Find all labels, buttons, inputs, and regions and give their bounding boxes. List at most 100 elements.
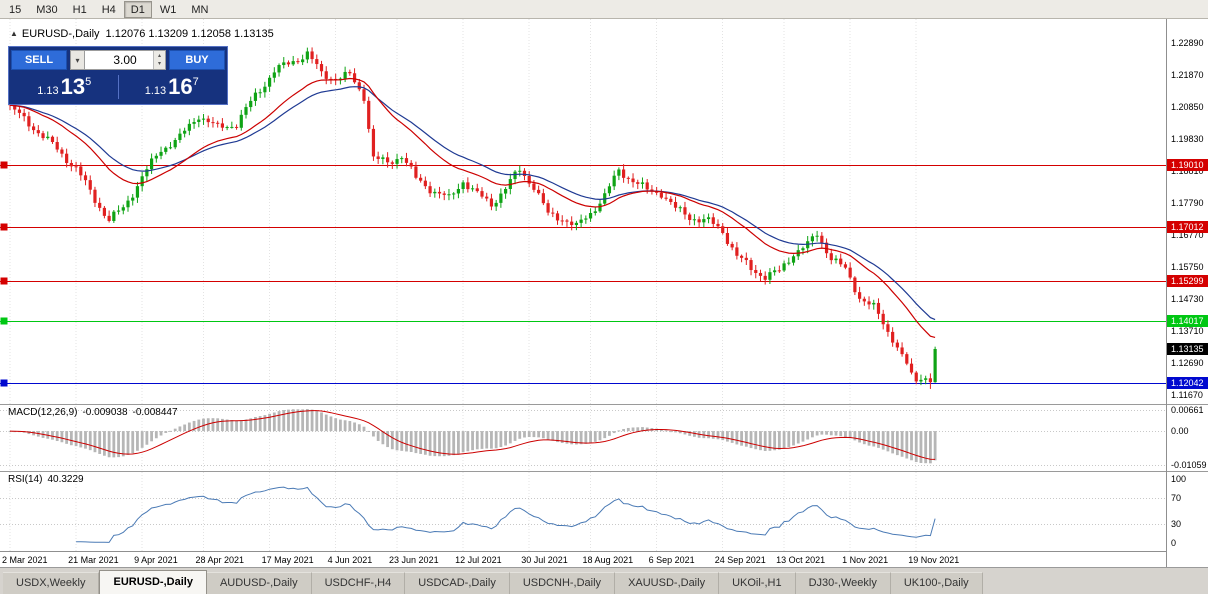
timeframe-button-15[interactable]: 15 (2, 1, 28, 18)
date-label: 12 Jul 2021 (455, 555, 502, 565)
macd-main-value: -0.009038 (82, 407, 128, 418)
price-divider (117, 74, 119, 99)
chart-symbol: EURUSD-,Daily (21, 28, 100, 40)
chart-background (0, 19, 1208, 567)
timeframe-button-W1[interactable]: W1 (153, 1, 184, 18)
chart-tab-eurusd-daily[interactable]: EURUSD-,Daily (99, 570, 207, 594)
chart-tab-usdchf-h4[interactable]: USDCHF-,H4 (311, 572, 406, 594)
level-price-badge: 1.19010 (1167, 159, 1208, 171)
chart-title: ▲ EURUSD-,Daily 1.12076 1.13209 1.12058 1.… (10, 28, 274, 40)
date-label: 23 Jun 2021 (389, 555, 439, 565)
rsi-tick: 70 (1171, 493, 1182, 503)
spinner-down-icon[interactable]: ▾ (157, 61, 161, 67)
volume-spinner[interactable]: ▴ ▾ (153, 51, 165, 69)
date-label: 18 Aug 2021 (582, 555, 634, 565)
rsi-line (76, 486, 936, 543)
trade-controls-row: SELL ▾ 3.00 ▴ ▾ BUY (11, 49, 225, 71)
rsi-name: RSI(14) (8, 474, 43, 485)
date-label: 17 May 2021 (261, 555, 314, 565)
ask-big-digits: 16 (168, 73, 193, 99)
chart-tab-usdcad-daily[interactable]: USDCAD-,Daily (405, 572, 510, 594)
level-edge-marker (0, 317, 8, 325)
macd-name: MACD(12,26,9) (8, 407, 78, 418)
ask-pip-digit: 7 (192, 75, 199, 88)
level-edge-marker (0, 223, 8, 231)
up-triangle-icon: ▲ (10, 29, 18, 38)
price-tick: 1.21870 (1171, 70, 1204, 80)
chart-ohlc-values: 1.12076 1.13209 1.12058 1.13135 (105, 28, 274, 40)
volume-field-wrap: 3.00 ▴ ▾ (85, 50, 166, 70)
price-tick: 1.22890 (1171, 38, 1204, 48)
timeframe-button-H4[interactable]: H4 (95, 1, 123, 18)
chart-tab-usdcnh-daily[interactable]: USDCNH-,Daily (509, 572, 616, 594)
macd-panel (0, 409, 1166, 466)
buy-button[interactable]: BUY (169, 50, 225, 70)
time-axis: 2 Mar 2021 21 Mar 2021 9 Apr 2021 28 Apr 20… (0, 551, 1166, 567)
current-price-badge: 1.13135 (1167, 343, 1208, 355)
candles-layer (8, 47, 937, 389)
level-edge-marker (0, 277, 8, 285)
price-tick: 1.19830 (1171, 134, 1204, 144)
chart-tab-xauusd-daily[interactable]: XAUUSD-,Daily (615, 572, 720, 594)
axis-divider (1167, 404, 1208, 405)
macd-signal-value: -0.008447 (132, 407, 178, 418)
trade-prices-row: 1.13135 1.13167 (11, 71, 225, 102)
axis-divider (1167, 471, 1208, 472)
chart-tab-usdx-weekly[interactable]: USDX,Weekly (3, 572, 100, 594)
bid-big-digits: 13 (60, 73, 86, 99)
date-label: 6 Sep 2021 (648, 555, 695, 565)
date-label: 28 Apr 2021 (195, 555, 245, 565)
timeframe-button-D1[interactable]: D1 (123, 0, 152, 18)
date-label: 2 Mar 2021 (2, 555, 48, 565)
price-tick: 1.18810 (1171, 166, 1204, 176)
one-click-trading-panel: SELL ▾ 3.00 ▴ ▾ BUY 1.13135 1.13167 (8, 46, 228, 105)
price-tick: 1.17790 (1171, 198, 1204, 208)
volume-dropdown-button[interactable]: ▾ (70, 50, 85, 70)
sell-button[interactable]: SELL (11, 50, 67, 70)
price-axis: 1.22890 1.21870 1.20850 1.19830 1.18810 1.177… (1166, 19, 1208, 567)
date-label: 30 Jul 2021 (521, 555, 568, 565)
rsi-tick: 100 (1171, 474, 1187, 484)
chart-tabs-bar: USDX,Weekly EURUSD-,Daily AUDUSD-,Daily USD… (0, 567, 1208, 594)
timeframe-toolbar: 15 M30 H1 H4 D1 W1 MN (0, 0, 1208, 19)
ma-fast-line (9, 77, 936, 338)
macd-tick: 0.00661 (1171, 405, 1204, 415)
timeframe-button-MN[interactable]: MN (184, 1, 215, 18)
chart-tab-ukoil-h1[interactable]: UKOil-,H1 (719, 572, 796, 594)
rsi-tick: 30 (1171, 519, 1182, 529)
rsi-panel (0, 486, 1166, 543)
level-edge-marker (0, 161, 8, 169)
timeframe-button-H1[interactable]: H1 (66, 1, 94, 18)
macd-label: MACD(12,26,9) -0.009038 -0.008447 (8, 407, 183, 418)
date-label: 13 Oct 2021 (776, 555, 826, 565)
level-price-badge: 1.15299 (1167, 275, 1208, 287)
rsi-label: RSI(14) 40.3229 (8, 474, 89, 485)
bid-pip-digit: 5 (85, 75, 92, 88)
timeframe-button-M30[interactable]: M30 (29, 1, 64, 18)
price-tick: 1.15750 (1171, 262, 1204, 272)
price-tick: 1.11670 (1171, 390, 1203, 400)
bid-price[interactable]: 1.13135 (11, 74, 118, 100)
price-tick: 1.20850 (1171, 102, 1204, 112)
chart-tab-dj30-weekly[interactable]: DJ30-,Weekly (795, 572, 891, 594)
ask-price[interactable]: 1.13167 (119, 74, 226, 100)
rsi-value: 40.3229 (47, 474, 84, 485)
ma-slow-line (9, 86, 936, 321)
bid-prefix: 1.13 (37, 84, 59, 97)
chart-tab-uk100-daily[interactable]: UK100-,Daily (890, 572, 983, 594)
macd-tick: -0.01059 (1171, 460, 1207, 470)
date-label: 4 Jun 2021 (327, 555, 373, 565)
spinner-up-icon[interactable]: ▴ (157, 53, 161, 59)
price-tick: 1.12690 (1171, 358, 1204, 368)
date-label: 1 Nov 2021 (842, 555, 889, 565)
price-tick: 1.14730 (1171, 294, 1204, 304)
price-chart-svg[interactable] (0, 19, 1166, 551)
chart-tab-audusd-daily[interactable]: AUDUSD-,Daily (206, 572, 312, 594)
rsi-tick: 0 (1171, 538, 1177, 548)
level-price-badge: 1.12042 (1167, 377, 1208, 389)
ask-prefix: 1.13 (144, 84, 167, 97)
price-tick: 1.13710 (1171, 326, 1204, 336)
date-label: 21 Mar 2021 (68, 555, 119, 565)
macd-signal-line (9, 410, 936, 460)
volume-input[interactable]: 3.00 (85, 50, 166, 70)
